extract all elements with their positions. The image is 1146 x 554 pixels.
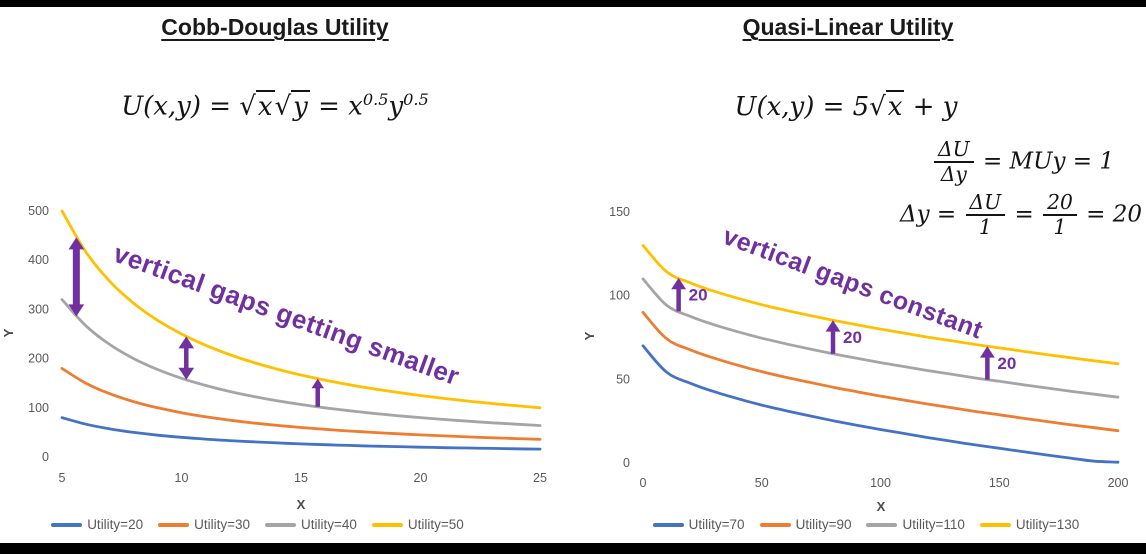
gap-arrow-head-up (311, 378, 324, 389)
y-tick-label: 200 (28, 352, 49, 366)
legend-label: Utility=30 (194, 517, 250, 532)
legend-line-swatch (652, 522, 684, 527)
top-frame-bar (0, 0, 1146, 7)
legend-item: Utility=130 (979, 517, 1080, 532)
x-tick-label: 100 (870, 476, 891, 490)
y-tick-label: 400 (28, 253, 49, 267)
x-tick-label: 10 (175, 471, 189, 485)
legend-label: Utility=40 (301, 517, 357, 532)
x-tick-label: 150 (989, 476, 1010, 490)
x-tick-label: 25 (533, 471, 547, 485)
y-tick-label: 0 (42, 450, 49, 464)
legend-line-swatch (979, 522, 1011, 527)
gap-arrow-head-up (68, 237, 85, 250)
x-tick-label: 200 (1108, 476, 1129, 490)
legend-item: Utility=110 (866, 517, 965, 532)
legend-line-swatch (158, 522, 190, 527)
equation-line: Δy = ΔU 1 = 20 1 = 20 (900, 189, 1142, 239)
x-tick-label: 5 (59, 471, 66, 485)
legend-label: Utility=20 (87, 517, 144, 532)
curve-utility-110 (641, 277, 1120, 399)
x-axis-title: X (297, 497, 306, 512)
quasi-linear-title: Quasi-Linear Utility (742, 14, 954, 40)
legend-item: Utility=40 (265, 517, 357, 532)
x-tick-label: 0 (640, 476, 647, 490)
quasi-linear-formula: U(x,y) = 5√x + y (734, 90, 958, 122)
x-tick-label: 50 (755, 476, 769, 490)
gap-arrow-head-up (671, 277, 687, 290)
cobb-douglas-title: Cobb-Douglas Utility (161, 14, 389, 40)
legend-item: Utility=70 (652, 517, 745, 532)
y-tick-label: 0 (623, 456, 630, 470)
legend-line-swatch (866, 522, 898, 527)
legend-item: Utility=90 (759, 517, 852, 532)
y-axis-title: Y (582, 331, 597, 340)
y-tick-label: 50 (616, 372, 630, 386)
legend-line-swatch (371, 522, 403, 527)
curve-utility-30 (60, 367, 542, 441)
gap-arrow-head-down (68, 304, 85, 317)
legend-line-swatch (265, 522, 296, 527)
legend-line-swatch (51, 522, 83, 527)
equation-line: ΔU Δy = MUy = 1 (850, 137, 1142, 187)
legend-label: Utility=110 (902, 517, 965, 532)
y-tick-label: 500 (28, 204, 49, 218)
marginal-utility-equations: ΔU Δy = MUy = 1 Δy = ΔU 1 = 20 1 = 20 (850, 137, 1142, 243)
legend-label: Utility=70 (688, 517, 745, 532)
curve-utility-130 (641, 244, 1120, 366)
gap-size-label: 20 (843, 328, 862, 347)
gap-arrow-head-up (979, 346, 995, 358)
legend-item: Utility=20 (51, 517, 143, 532)
y-tick-label: 300 (28, 302, 49, 316)
gap-size-label: 20 (689, 286, 708, 305)
gap-arrow-head-up (178, 336, 195, 349)
legend-label: Utility=50 (407, 517, 464, 532)
y-tick-label: 100 (28, 401, 49, 415)
legend-line-swatch (759, 522, 791, 527)
gap-arrow-head-up (825, 320, 841, 332)
x-tick-label: 20 (414, 471, 428, 485)
legend-quasi-linear: Utility=70 Utility=90 Utility=110 Utility=1… (593, 517, 1139, 532)
cobb-douglas-formula: U(x,y) = √x√y = x0.5y0.5 (121, 89, 429, 122)
curve-utility-40 (60, 298, 542, 427)
legend-item: Utility=30 (158, 517, 250, 532)
x-axis-title: X (877, 499, 886, 514)
curve-utility-20 (60, 416, 542, 451)
bottom-frame-bar (0, 543, 1146, 554)
legend-item: Utility=50 (371, 517, 464, 532)
curve-utility-50 (60, 209, 542, 410)
curve-utility-90 (641, 311, 1120, 433)
legend-label: Utility=130 (1015, 517, 1080, 532)
curve-utility-70 (641, 344, 1120, 464)
legend-cobb-douglas: Utility=20 Utility=30 Utility=40 Utility=50 (0, 517, 515, 532)
gap-arrow-head-down (178, 367, 195, 380)
y-axis-title: Y (1, 328, 16, 337)
legend-label: Utility=90 (795, 517, 852, 532)
y-tick-label: 150 (609, 205, 630, 219)
gap-size-label: 20 (997, 354, 1016, 373)
x-tick-label: 15 (294, 471, 308, 485)
y-tick-label: 100 (609, 289, 630, 303)
